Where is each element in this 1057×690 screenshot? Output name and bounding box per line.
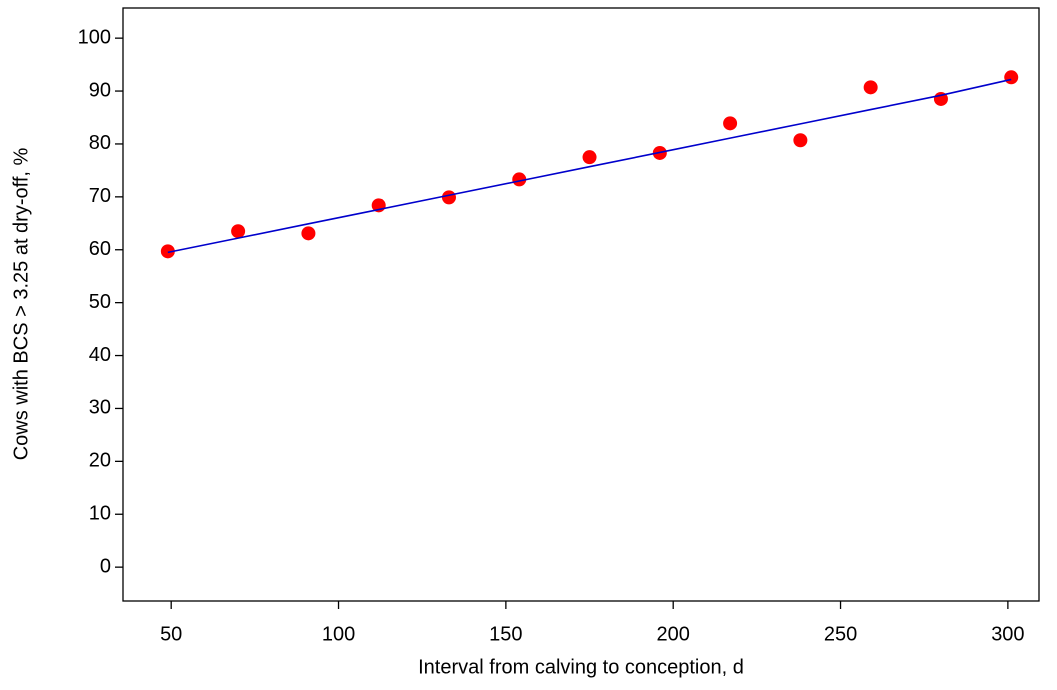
- data-point: [793, 133, 808, 148]
- x-tick-label: 200: [657, 623, 690, 645]
- x-tick-label: 250: [824, 623, 857, 645]
- y-tick-label: 90: [89, 79, 111, 101]
- y-tick-label: 40: [89, 344, 111, 366]
- y-tick-label: 10: [89, 503, 111, 525]
- y-tick-label: 80: [89, 132, 111, 154]
- data-point: [231, 224, 246, 239]
- y-tick-label: 100: [78, 26, 111, 48]
- y-tick-label: 50: [89, 291, 111, 313]
- y-tick-label: 70: [89, 185, 111, 207]
- x-tick-label: 50: [160, 623, 182, 645]
- y-axis-label: Cows with BCS > 3.25 at dry-off, %: [10, 148, 32, 461]
- data-point: [301, 226, 316, 241]
- y-tick-label: 30: [89, 397, 111, 419]
- y-tick-label: 0: [100, 555, 111, 577]
- fit-line: [167, 78, 1012, 254]
- x-tick-label: 100: [322, 623, 355, 645]
- x-tick-label: 150: [489, 623, 522, 645]
- x-tick-label: 300: [991, 623, 1024, 645]
- data-point: [582, 150, 597, 165]
- x-axis-label: Interval from calving to conception, d: [418, 656, 744, 678]
- data-point: [512, 172, 527, 187]
- data-point: [441, 190, 456, 205]
- plot-frame: [122, 7, 1040, 602]
- y-tick-label: 60: [89, 238, 111, 260]
- data-point: [863, 80, 878, 95]
- data-point: [723, 116, 738, 131]
- y-tick-label: 20: [89, 450, 111, 472]
- data-point: [160, 244, 175, 259]
- data-point: [1004, 70, 1019, 85]
